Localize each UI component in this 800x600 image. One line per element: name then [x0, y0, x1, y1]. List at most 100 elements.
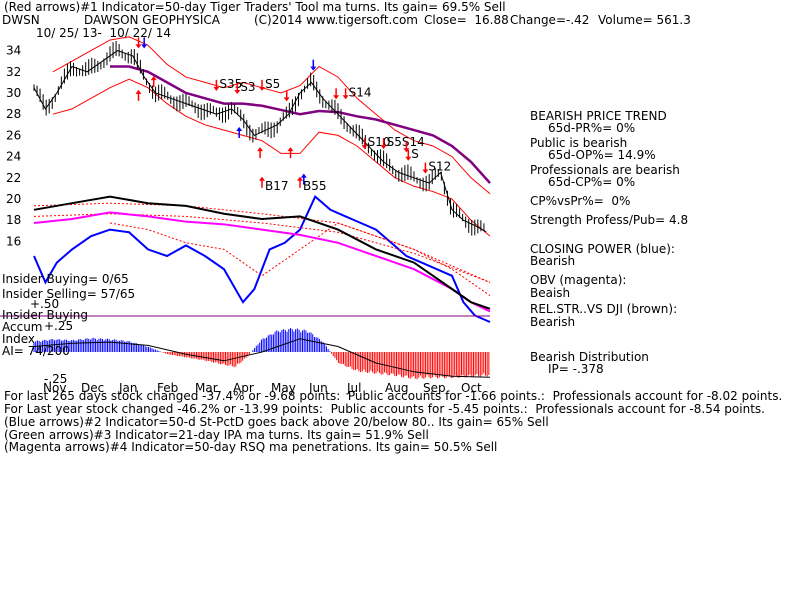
close-value: Close= 16.88 [424, 13, 509, 27]
month-label: Oct [461, 381, 482, 395]
lower-band-line [52, 78, 491, 237]
accum-label: Accum [2, 320, 43, 334]
month-label: Jan [118, 381, 138, 395]
pr-percent: 65d-PR%= 0% [548, 121, 636, 135]
signal-arrow-head [141, 44, 148, 49]
signal-arrow-head [361, 145, 368, 150]
y-tick-label: 28 [6, 107, 21, 121]
copyright: (C)2014 www.tigersoft.com [254, 13, 418, 27]
month-label: Sep [423, 381, 446, 395]
y-tick-label: 26 [6, 128, 21, 142]
signal-arrow-head [287, 147, 294, 152]
accum-ma-line [33, 338, 491, 378]
ticker: DWSN [2, 13, 40, 27]
signal-label: S35 [219, 77, 242, 91]
month-label: Dec [81, 381, 104, 395]
professionals-title: Professionals are bearish [530, 163, 680, 177]
accumulation-panel [33, 328, 491, 380]
signal-arrow-head [257, 147, 264, 152]
signal-arrow-head [310, 66, 317, 71]
signal-arrow-head [380, 145, 387, 150]
y-tick-label: 32 [6, 65, 21, 79]
upper-band-line [52, 36, 491, 195]
obv-value: Beaish [530, 286, 571, 300]
closing-power-title: CLOSING POWER (blue): [530, 242, 675, 256]
y-tick-label: 16 [6, 234, 21, 248]
month-label: Jul [346, 381, 361, 395]
y-tick-label: 20 [6, 192, 21, 206]
cp-vs-pr: CP%vsPr%= 0% [530, 194, 631, 208]
change-value: Change=-.42 [510, 13, 590, 27]
relstr-ma [33, 202, 491, 283]
scale-minus-25: -.25 [44, 372, 68, 386]
distribution-title: Bearish Distribution [530, 350, 649, 364]
footer-line-4: (Green arrows)#3 Indicator=21-day IPA ma… [4, 428, 429, 442]
y-tick-label: 22 [6, 171, 21, 185]
signal-label: S5 [265, 77, 280, 91]
month-label: Nov [43, 381, 66, 395]
footer-line-1: For last 265 days stock changed -37.4% o… [4, 389, 783, 403]
relstr-title: REL.STR..VS DJI (brown): [530, 302, 678, 316]
signal-arrow-head [234, 90, 241, 94]
signal-arrow-head [300, 173, 307, 178]
signal-arrow-head [259, 176, 265, 181]
month-labels: Nov Dec Jan Feb Mar Apr May Jun Jul Aug Sep Oct [43, 381, 482, 395]
date-range: 10/ 25/ 13- 10/ 22/ 14 [36, 26, 172, 40]
signal-arrow-head [333, 95, 340, 100]
relstr-line [33, 195, 491, 310]
trend-title: BEARISH PRICE TREND [530, 109, 667, 123]
y-tick-label: 34 [6, 44, 21, 58]
price-line [33, 50, 487, 233]
month-label: Apr [233, 381, 254, 395]
insider-buying-count: Insider Buying= 0/65 [2, 272, 129, 286]
indicator-panel [0, 194, 491, 323]
obv-ma [33, 213, 491, 283]
scale-plus-25: +.25 [44, 319, 74, 333]
signal-label: S12 [428, 160, 451, 174]
volume-value: Volume= 561.3 [598, 13, 691, 27]
scale-plus-50: +.50 [30, 297, 60, 311]
signal-arrow-head [236, 126, 243, 131]
signal-arrow-head [405, 156, 412, 161]
closing-power-value: Bearish [530, 254, 576, 268]
y-tick-label: 24 [6, 150, 21, 164]
signal-arrow-head [135, 89, 142, 94]
signal-arrow-head [342, 95, 349, 100]
strength-ratio: Strength Profess/Pub= 4.8 [530, 213, 689, 227]
month-label: Feb [157, 381, 178, 395]
relstr-value: Bearish [530, 315, 576, 329]
footer-line-5: (Magenta arrows)#4 Indicator=50-day RSQ … [4, 440, 498, 454]
insider-buying-label: Insider Buying [2, 308, 88, 322]
signal-arrow-head [297, 176, 303, 181]
price-panel [33, 36, 491, 237]
signal-label: S3 [240, 80, 255, 94]
signal-arrow-head [422, 169, 429, 174]
signal-arrow-head [213, 86, 220, 91]
y-tick-label: 30 [6, 86, 21, 100]
y-tick-labels: 34 32 30 28 26 24 22 20 18 16 [6, 44, 21, 249]
signal-arrow-head [150, 76, 157, 81]
month-label: Aug [385, 381, 408, 395]
footer-line-3: (Blue arrows)#2 Indicator=50-d St-PctD g… [4, 415, 549, 429]
signal-label: B17 [265, 179, 289, 193]
index-label: Index [2, 332, 36, 346]
cp-percent: 65d-CP%= 0% [548, 175, 636, 189]
op-percent: 65d-OP%= 14.9% [548, 148, 656, 162]
signal-label: B55 [303, 179, 327, 193]
indicator-1-caption: (Red arrows)#1 Indicator=50-day Tiger Tr… [4, 0, 506, 14]
obv-title: OBV (magenta): [530, 273, 627, 287]
signal-arrow-head [403, 148, 410, 153]
signal-label: S [411, 147, 419, 161]
insider-selling-count: Insider Selling= 57/65 [2, 287, 136, 301]
signal-arrow-head [283, 97, 290, 102]
closing-power-line [33, 194, 491, 323]
signal-arrows: S35S3S5B17B55S14S10S5S14SS12 [135, 37, 451, 193]
public-title: Public is bearish [530, 136, 628, 150]
signal-label: S14 [349, 85, 372, 99]
ai-value: AI= 74/200 [2, 344, 70, 358]
month-label: May [271, 381, 296, 395]
footer-line-2: For Last year stock changed -46.2% or -1… [4, 402, 765, 416]
signal-arrow-head [135, 44, 142, 49]
month-label: Jun [308, 381, 328, 395]
